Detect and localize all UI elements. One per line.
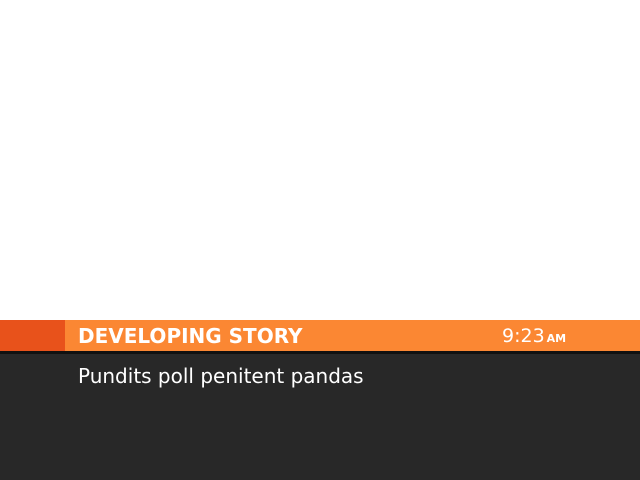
clock-time: 9:23 [502,325,545,347]
banner-divider [0,351,640,354]
clock-ampm: AM [546,332,567,345]
lower-third-graphic: DEVELOPING STORY 9:23 AM Pundits poll pen… [0,320,640,480]
banner-label: DEVELOPING STORY [78,324,303,348]
headline-panel: Pundits poll penitent pandas [0,354,640,480]
video-area [0,0,640,320]
headline-text: Pundits poll penitent pandas [78,364,364,388]
banner-accent-block [0,320,65,351]
story-banner: DEVELOPING STORY 9:23 AM [0,320,640,351]
clock: 9:23 AM [502,320,566,351]
